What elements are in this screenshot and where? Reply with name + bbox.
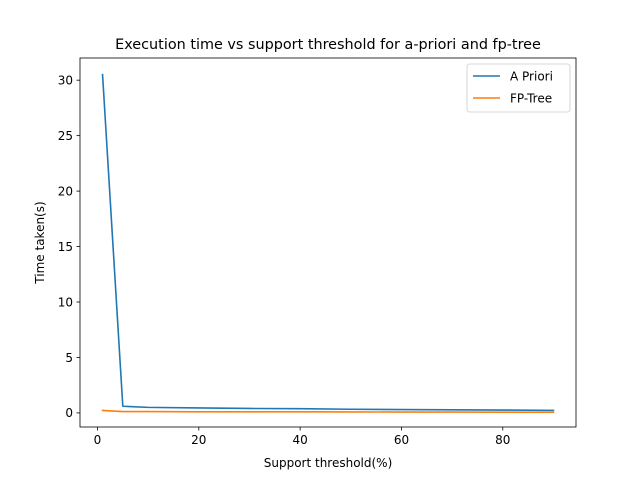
y-tick-label: 20	[58, 184, 73, 198]
y-axis-label: Time taken(s)	[33, 201, 47, 284]
legend: A Priori FP-Tree	[466, 63, 571, 113]
y-tick-label: 0	[65, 406, 73, 420]
y-tick-label: 5	[65, 351, 73, 365]
series-line-a-priori	[101, 73, 555, 412]
x-tick-label: 20	[191, 433, 206, 447]
x-axis: 0 20 40 60 80	[94, 427, 510, 447]
x-tick-label: 40	[292, 433, 307, 447]
chart-title: Execution time vs support threshold for …	[115, 37, 541, 53]
x-tick-label: 80	[495, 433, 510, 447]
x-axis-label: Support threshold(%)	[264, 456, 393, 470]
legend-label-a-priori: A Priori	[510, 69, 553, 83]
y-tick-label: 15	[58, 240, 73, 254]
y-tick-label: 30	[58, 73, 73, 87]
legend-label-fp-tree: FP-Tree	[510, 91, 552, 105]
series-line-fp-tree	[101, 409, 555, 413]
series-lines	[101, 73, 555, 413]
y-tick-label: 25	[58, 129, 73, 143]
x-tick-label: 60	[394, 433, 409, 447]
x-tick-label: 0	[94, 433, 102, 447]
y-tick-label: 10	[58, 295, 73, 309]
y-axis: 0 5 10 15 20 25 30	[58, 73, 80, 420]
plot-frame	[79, 57, 577, 428]
